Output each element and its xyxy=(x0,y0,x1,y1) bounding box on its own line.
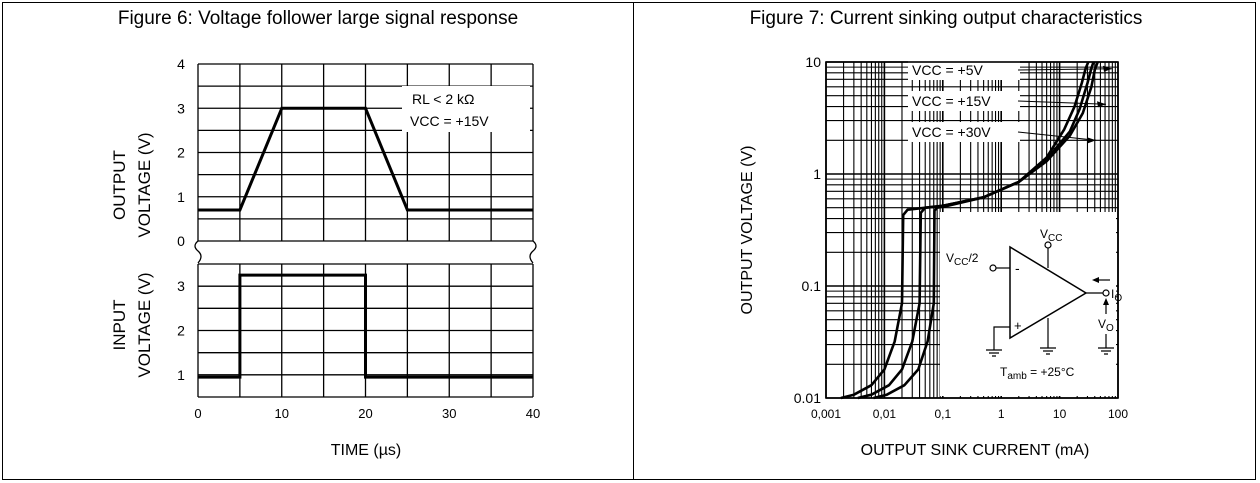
fig7-legend-arrowhead xyxy=(1097,101,1106,108)
fig6-axis-break-left xyxy=(194,240,202,264)
fig6-input-voltage-line xyxy=(198,273,533,379)
fig6-xtick: 40 xyxy=(526,406,540,421)
fig7-legend-label: VCC = +15V xyxy=(912,93,991,109)
fig7-vo-arrowhead xyxy=(1103,298,1109,305)
fig7-ground-wire-left xyxy=(993,326,1010,350)
fig7-ytick: 0.1 xyxy=(802,278,822,294)
fig7-legend-arrow xyxy=(1017,68,1113,71)
fig7-ground-left xyxy=(986,349,1002,357)
fig7-ytick: 10 xyxy=(805,54,821,70)
fig6-output-ytick: 3 xyxy=(177,100,185,116)
fig7-inverting-sign: - xyxy=(1015,260,1020,276)
fig6-input-ylabel-line1: INPUT xyxy=(110,300,129,351)
fig6-output-ylabel-line1: OUTPUT xyxy=(110,150,129,220)
fig7-xtick: 0,1 xyxy=(934,407,951,421)
fig6-axis-break-right xyxy=(529,240,537,264)
fig7-xlabel: OUTPUT SINK CURRENT (mA) xyxy=(861,442,1090,459)
fig6-output-ylabel-line2: VOLTAGE (V) xyxy=(135,132,154,237)
figure6-title: Figure 6: Voltage follower large signal … xyxy=(117,8,519,29)
fig6-input-ytick: 3 xyxy=(177,278,185,294)
fig6-output-ytick: 4 xyxy=(177,56,185,72)
fig6-annotation-vcc: VCC = +15V xyxy=(410,113,489,129)
fig7-legend-bg xyxy=(908,60,1020,80)
fig7-xtick: 1 xyxy=(998,407,1005,421)
fig7-legend-bg xyxy=(908,122,1020,142)
fig7-legend-arrowhead xyxy=(1103,65,1112,72)
fig7-plot-frame xyxy=(825,61,1119,399)
fig6-annotation-bg xyxy=(402,86,530,132)
fig6-xlabel: TIME (µs) xyxy=(331,442,402,459)
fig6-input-ytick: 2 xyxy=(177,323,185,339)
fig6-xtick: 30 xyxy=(442,406,456,421)
fig7-xtick: 0,001 xyxy=(811,407,841,421)
fig6-xtick: 10 xyxy=(275,406,289,421)
fig7-xtick: 0,01 xyxy=(873,407,897,421)
fig7-legend-label: VCC = +30V xyxy=(912,124,991,140)
fig7-legend-bg xyxy=(908,91,1020,111)
figure-divider xyxy=(633,2,634,480)
fig6-annotation-rl: RL < 2 kΩ xyxy=(412,91,474,107)
fig7-tamb-label: Tamb = +25°C xyxy=(1000,365,1075,382)
fig7-ytick: 0.01 xyxy=(794,390,821,406)
figure7-title: Figure 7: Current sinking output charact… xyxy=(749,8,1143,29)
fig6-xtick: 0 xyxy=(194,406,201,421)
fig7-series-line xyxy=(873,61,1090,400)
fig7-io-arrowhead xyxy=(1092,277,1099,283)
fig7-xtick: 100 xyxy=(1108,407,1128,421)
fig7-ground-mid xyxy=(1040,347,1056,355)
fig7-legend-arrow xyxy=(1017,131,1097,141)
fig7-legend-arrowhead xyxy=(1087,137,1096,144)
fig7-vin-terminal xyxy=(989,264,997,272)
fig6-output-voltage-line xyxy=(198,106,533,212)
fig7-vcc-terminal xyxy=(1044,241,1052,249)
fig7-opamp-symbol xyxy=(1009,245,1088,340)
fig6-xtick: 20 xyxy=(358,406,372,421)
fig7-legend-label: VCC = +5V xyxy=(912,62,983,78)
fig6-output-ytick: 1 xyxy=(177,189,185,205)
fig7-legend-arrow xyxy=(1017,100,1107,105)
fig6-input-ylabel-line2: VOLTAGE (V) xyxy=(135,272,154,377)
fig7-xtick: 10 xyxy=(1053,407,1067,421)
fig7-output-terminal xyxy=(1102,289,1110,297)
fig6-input-ytick: 1 xyxy=(177,367,185,383)
fig7-ytick: 1 xyxy=(813,166,821,182)
fig6-output-ytick: 0 xyxy=(177,233,185,249)
fig7-noninverting-sign: + xyxy=(1014,318,1022,333)
fig6-output-ytick: 2 xyxy=(177,145,185,161)
fig7-ylabel: OUTPUT VOLTAGE (V) xyxy=(739,146,756,315)
fig7-ground-right xyxy=(1098,347,1114,355)
